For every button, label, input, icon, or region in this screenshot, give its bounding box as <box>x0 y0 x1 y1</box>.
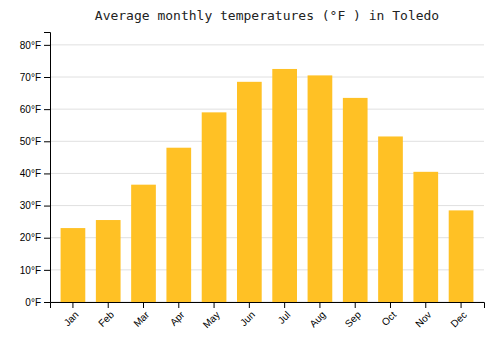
tick-mark <box>178 302 179 308</box>
tick-label: Jul <box>276 309 293 326</box>
axis-line <box>44 33 51 303</box>
tick-mark <box>355 302 356 308</box>
tick-mark <box>44 206 50 207</box>
tick: 10°F <box>20 265 50 276</box>
tick-mark <box>44 77 50 78</box>
tick: Mar <box>131 302 151 329</box>
tick: Oct <box>379 302 398 328</box>
bar <box>308 75 333 302</box>
bar <box>96 220 121 302</box>
tick-label: Sep <box>343 309 364 330</box>
tick-label: May <box>201 309 222 330</box>
plot: 0°F 10°F 20°F 30°F 40°F 50°F 60°F 70°F 80°F Jan Fe… <box>20 33 485 331</box>
tick: Jun <box>238 302 257 328</box>
bar <box>413 172 438 302</box>
bar <box>166 148 191 302</box>
grid-line <box>50 141 484 142</box>
tick: 0°F <box>25 297 50 308</box>
tick: 60°F <box>20 104 50 115</box>
grid-line <box>50 44 484 45</box>
tick-mark <box>108 302 109 308</box>
tick-label: Oct <box>379 309 398 328</box>
tick-mark <box>44 238 50 239</box>
tick: May <box>201 302 222 330</box>
tick-mark <box>284 302 285 308</box>
tick-label: 60°F <box>20 104 41 115</box>
tick-mark <box>44 109 50 110</box>
tick: 20°F <box>20 232 50 243</box>
bar <box>237 82 262 302</box>
tick-label: Feb <box>96 309 116 329</box>
tick-label: 0°F <box>25 297 41 308</box>
tick: 80°F <box>20 40 50 51</box>
tick: Sep <box>343 302 364 329</box>
bar <box>61 228 86 302</box>
tick-mark <box>425 302 426 308</box>
tick: 30°F <box>20 200 50 211</box>
bars <box>61 69 474 302</box>
tick-mark <box>44 141 50 142</box>
tick-label: Aug <box>307 309 327 329</box>
bar <box>449 210 474 302</box>
tick-mark <box>319 302 320 308</box>
title: Average monthly temperatures (°F ) in To… <box>95 8 439 23</box>
tick-label: Apr <box>168 309 187 328</box>
tick-label: 70°F <box>20 72 41 83</box>
tick-mark <box>72 302 73 308</box>
tick: 40°F <box>20 168 50 179</box>
tick: Jan <box>62 302 81 328</box>
tick: Jul <box>276 302 293 326</box>
tick-label: 10°F <box>20 265 41 276</box>
tick-label: 30°F <box>20 200 41 211</box>
tick: Dec <box>448 302 468 329</box>
tick-label: 20°F <box>20 232 41 243</box>
tick-mark <box>249 302 250 308</box>
tick: 70°F <box>20 72 50 83</box>
bar <box>131 185 156 302</box>
grid <box>50 45 484 302</box>
x-axis: Jan Feb Mar Apr May Jun Jul Aug Sep Oct Nov Dec <box>51 302 485 330</box>
tick-label: Dec <box>448 309 468 329</box>
tick-label: Mar <box>131 309 151 329</box>
tick-mark <box>390 302 391 308</box>
tick-mark <box>461 302 462 308</box>
tick-label: Jun <box>238 309 257 328</box>
tick: Aug <box>307 302 327 329</box>
tick-label: 50°F <box>20 136 41 147</box>
tick-mark <box>44 302 50 303</box>
bar <box>378 136 403 302</box>
tick-label: 40°F <box>20 168 41 179</box>
bar <box>343 98 368 302</box>
tick-mark <box>44 270 50 271</box>
grid-line <box>50 109 484 110</box>
tick-label: Jan <box>62 309 81 328</box>
tick-label: 80°F <box>20 40 41 51</box>
axis-line <box>51 303 485 309</box>
tick: Apr <box>168 302 187 328</box>
bar <box>272 69 297 302</box>
tick: 50°F <box>20 136 50 147</box>
tick-mark <box>44 45 50 46</box>
tick: Nov <box>413 302 433 329</box>
tick: Feb <box>96 302 116 329</box>
grid-line <box>50 77 484 78</box>
chart: 0°F 10°F 20°F 30°F 40°F 50°F 60°F 70°F 80°F Jan Fe… <box>0 0 500 350</box>
tick-mark <box>143 302 144 308</box>
tick-mark <box>214 302 215 308</box>
tick-label: Nov <box>413 309 433 329</box>
y-axis: 0°F 10°F 20°F 30°F 40°F 50°F 60°F 70°F 80°F <box>20 33 51 308</box>
bar <box>202 112 227 302</box>
tick-mark <box>44 173 50 174</box>
